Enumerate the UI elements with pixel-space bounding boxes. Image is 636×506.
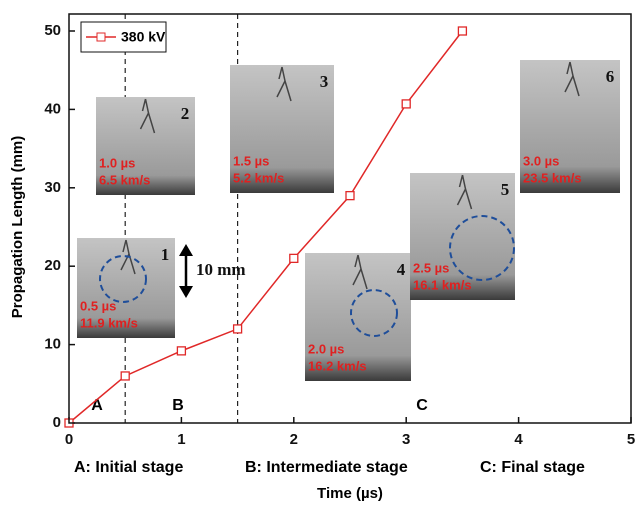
inset-speed: 11.9 km/s: [80, 315, 138, 330]
inset-time: 1.5 µs: [233, 153, 269, 168]
x-tick-label: 4: [514, 431, 523, 448]
inset-speed: 16.1 km/s: [413, 277, 472, 292]
stage-letter: C: [416, 397, 428, 414]
y-axis-label: Propagation Length (mm): [9, 136, 26, 319]
x-tick-label: 5: [627, 431, 635, 448]
highlight-circle: [99, 255, 147, 303]
y-tick-label: 10: [44, 336, 61, 353]
x-axis-label: Time (µs): [317, 485, 383, 502]
streamer: [352, 254, 368, 290]
legend-label: 380 kV: [121, 29, 166, 45]
x-tick-label: 2: [290, 431, 298, 448]
point-marker: [176, 346, 187, 356]
inset-time: 3.0 µs: [523, 153, 559, 168]
inset-time: 2.5 µs: [413, 260, 449, 275]
inset-image: [96, 97, 195, 195]
inset-image: [77, 238, 175, 338]
plot-frame: [68, 13, 632, 424]
point-marker: [120, 371, 130, 381]
y-tick-label: 30: [44, 179, 61, 196]
inset-speed: 6.5 km/s: [99, 172, 150, 187]
streamer: [456, 174, 473, 210]
stage-letter: B: [172, 397, 184, 414]
inset-number: 3: [320, 72, 329, 91]
point-marker: [289, 253, 299, 264]
scale-label: 10 mm: [196, 260, 246, 279]
stage-label: C: Final stage: [480, 459, 585, 476]
point-marker: [232, 324, 243, 334]
streamer: [276, 66, 292, 102]
point-marker: [457, 26, 468, 36]
inset-speed: 5.2 km/s: [233, 170, 284, 185]
inset-time: 1.0 µs: [99, 155, 135, 170]
legend-marker: [96, 32, 106, 42]
y-tick-label: 40: [44, 100, 61, 117]
x-tick-label: 3: [402, 431, 410, 448]
inset-number: 4: [397, 260, 406, 279]
y-tick-label: 50: [44, 22, 61, 39]
series-line: [68, 30, 463, 424]
inset-time: 2.0 µs: [308, 341, 344, 356]
inset-number: 6: [606, 67, 615, 86]
stage-label: B: Intermediate stage: [245, 459, 408, 476]
x-tick-label: 0: [65, 431, 73, 448]
streamer: [139, 98, 156, 134]
stage-label: A: Initial stage: [74, 459, 183, 476]
y-tick-label: 0: [53, 414, 61, 431]
scale-arrows: [179, 244, 193, 298]
inset-number: 2: [181, 104, 190, 123]
y-tick-label: 20: [44, 257, 61, 274]
inset-number: 5: [501, 180, 510, 199]
highlight-circle: [350, 289, 398, 337]
inset-number: 1: [161, 245, 170, 264]
point-marker: [401, 99, 411, 109]
streamer: [564, 61, 580, 97]
inset-speed: 16.2 km/s: [308, 358, 367, 373]
highlight-circle: [449, 215, 515, 281]
inset-speed: 23.5 km/s: [523, 170, 582, 185]
x-tick-label: 1: [177, 431, 185, 448]
inset-time: 0.5 µs: [80, 298, 116, 313]
point-marker: [345, 190, 355, 201]
